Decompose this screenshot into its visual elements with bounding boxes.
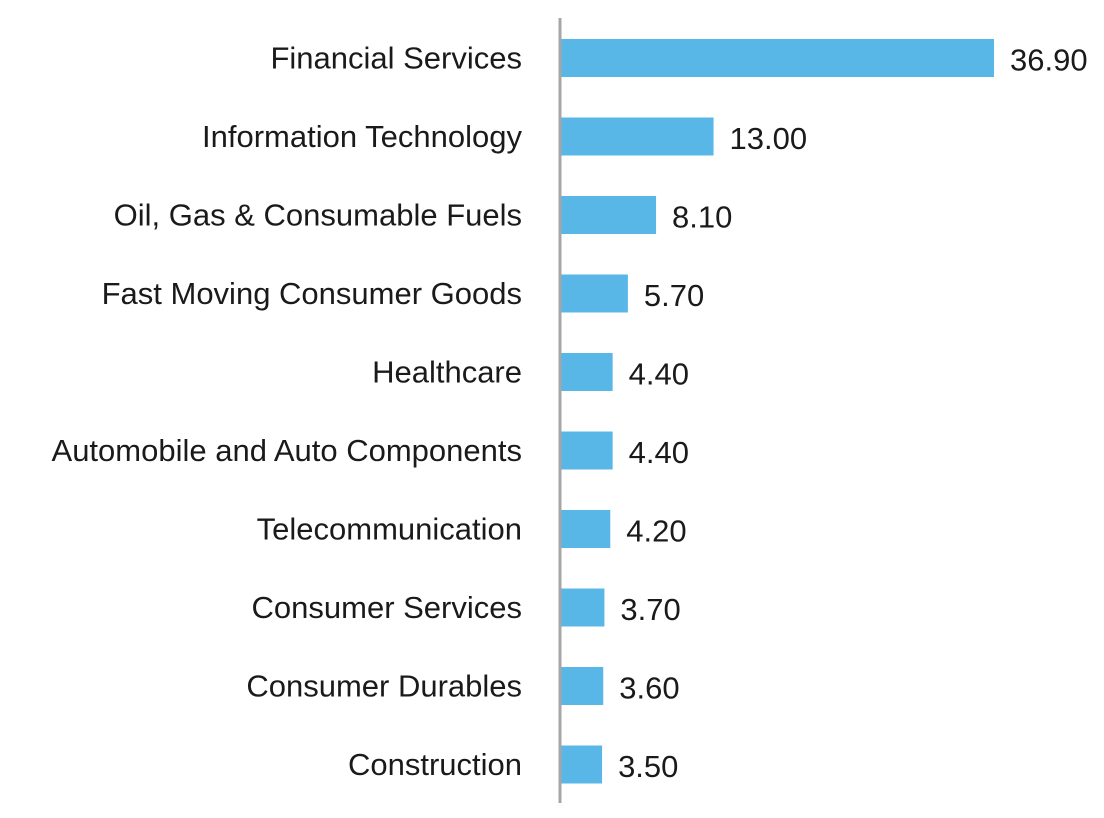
value-label: 4.40 — [629, 435, 689, 470]
category-label: Telecommunication — [257, 512, 522, 547]
category-labels-layer: Financial Services Information Technology… — [52, 41, 523, 783]
category-label: Fast Moving Consumer Goods — [102, 276, 522, 311]
value-label: 4.20 — [626, 514, 686, 549]
bar — [561, 431, 613, 470]
bars-layer — [561, 39, 994, 784]
category-label: Healthcare — [372, 355, 522, 390]
value-label: 36.90 — [1010, 43, 1088, 78]
value-label: 3.70 — [620, 592, 680, 627]
category-label: Construction — [348, 747, 522, 782]
bar — [561, 117, 714, 156]
bar — [561, 196, 657, 234]
value-labels-layer: 36.90 13.00 8.10 5.70 4.40 4.40 4.20 3.70 3.60 3.… — [618, 43, 1088, 785]
value-label: 5.70 — [644, 278, 704, 313]
bar — [561, 274, 628, 313]
category-label: Information Technology — [202, 119, 522, 154]
category-label: Oil, Gas & Consumable Fuels — [114, 198, 522, 233]
category-label: Consumer Durables — [246, 669, 522, 704]
value-label: 4.40 — [629, 357, 689, 392]
bar — [561, 667, 604, 705]
value-label: 8.10 — [672, 200, 732, 235]
bar — [561, 588, 605, 627]
value-label: 3.60 — [619, 671, 679, 706]
bar — [561, 510, 611, 548]
category-label: Consumer Services — [252, 590, 522, 625]
value-label: 3.50 — [618, 749, 678, 784]
bar — [561, 39, 994, 77]
bar — [561, 745, 603, 784]
category-label: Automobile and Auto Components — [52, 433, 522, 468]
bar — [561, 353, 613, 391]
category-label: Financial Services — [270, 41, 522, 76]
value-label: 13.00 — [730, 121, 808, 156]
